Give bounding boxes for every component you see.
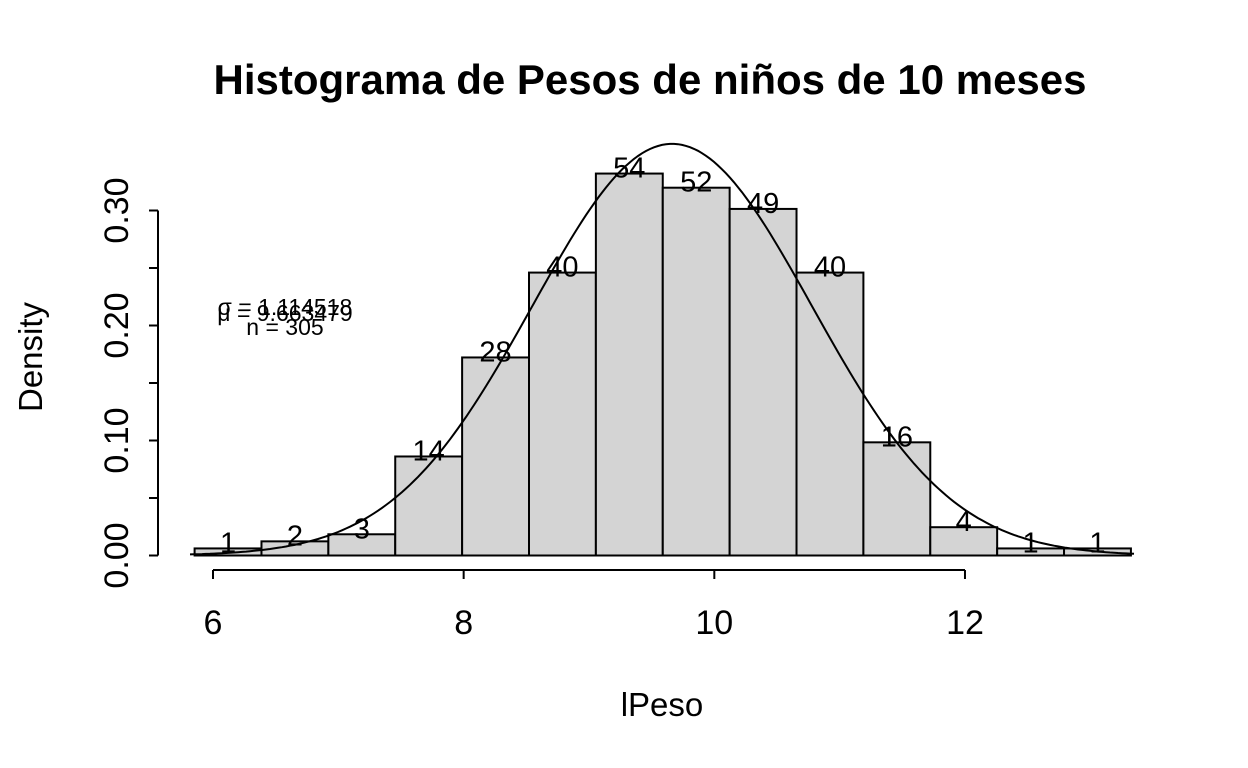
bar-count-label: 1 bbox=[1089, 527, 1105, 559]
stat-n: n = 305 bbox=[246, 314, 323, 340]
histogram-bar bbox=[594, 172, 664, 557]
x-tick-label: 8 bbox=[454, 604, 473, 642]
x-tick-label: 10 bbox=[695, 604, 733, 642]
x-tick-label: 6 bbox=[204, 604, 223, 642]
bar-count-label: 3 bbox=[354, 513, 370, 545]
bar-count-label: 40 bbox=[546, 252, 578, 284]
histogram-bar bbox=[461, 356, 530, 557]
bar-count-label: 52 bbox=[680, 167, 712, 199]
bar-count-label: 1 bbox=[220, 527, 236, 559]
bar-count-label: 49 bbox=[747, 188, 779, 220]
y-tick-label: 0.10 bbox=[98, 407, 136, 473]
x-tick-label: 12 bbox=[946, 604, 984, 642]
histogram-bar bbox=[862, 441, 932, 557]
bar-count-label: 54 bbox=[613, 153, 645, 185]
histogram-bar bbox=[528, 271, 597, 557]
chart-title: Histograma de Pesos de niños de 10 meses bbox=[213, 56, 1086, 103]
histogram-bar bbox=[795, 271, 865, 557]
histogram-bar bbox=[929, 526, 999, 557]
stat-sigma: σ = 1.114518 bbox=[218, 294, 353, 320]
histogram-bar bbox=[394, 455, 464, 557]
bar-count-label: 4 bbox=[956, 506, 972, 538]
histogram-bar bbox=[728, 207, 798, 557]
histogram-bar bbox=[661, 186, 731, 557]
x-axis-label: lPeso bbox=[621, 686, 704, 723]
bar-count-label: 1 bbox=[1023, 527, 1039, 559]
y-tick-label: 0.20 bbox=[98, 292, 136, 358]
density-curve bbox=[189, 142, 1135, 556]
bar-count-label: 2 bbox=[287, 520, 303, 552]
stat-mu: μ = 9.663479 bbox=[217, 300, 352, 326]
bar-count-label: 40 bbox=[814, 252, 846, 284]
y-tick-label: 0.00 bbox=[98, 522, 136, 588]
y-tick-label: 0.30 bbox=[98, 177, 136, 243]
y-axis-label: Density bbox=[12, 301, 49, 412]
